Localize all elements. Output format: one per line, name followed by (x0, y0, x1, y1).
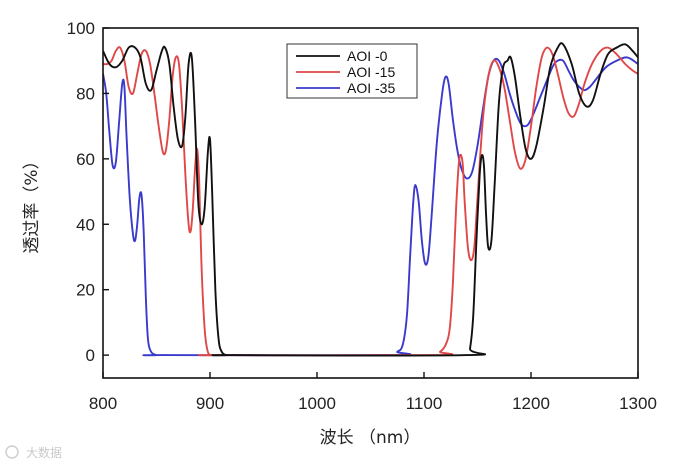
watermark-text: 大数据 (26, 445, 62, 460)
x-axis-title: 波长 （nm） (320, 428, 421, 448)
series-line (103, 42, 638, 357)
x-tick-label: 1000 (298, 394, 336, 413)
x-tick-label: 1300 (619, 394, 657, 413)
plot-frame (102, 27, 639, 379)
axis-ticks: 800 900 1000 1100 1200 1300 0 20 40 60 80 100 (67, 19, 657, 413)
x-tick-label: 900 (196, 394, 224, 413)
y-axis-title: 透过率（%） (22, 152, 42, 253)
series-line (103, 46, 638, 357)
y-tick-label: 80 (76, 84, 95, 103)
legend-label: AOI -15 (347, 64, 395, 80)
series-line (103, 56, 638, 357)
x-tick-label: 800 (89, 394, 117, 413)
y-tick-label: 100 (67, 19, 95, 38)
plot-lines (103, 42, 638, 357)
y-tick-label: 40 (76, 215, 95, 234)
legend-label: AOI -35 (347, 80, 395, 96)
x-tick-label: 1100 (406, 394, 443, 413)
y-tick-label: 20 (76, 281, 95, 300)
x-tick-label: 1200 (512, 394, 550, 413)
legend-label: AOI -0 (347, 48, 388, 64)
watermark: 大数据 (5, 445, 62, 460)
y-tick-label: 0 (86, 346, 95, 365)
watermark-logo-icon (5, 445, 19, 459)
y-tick-label: 60 (76, 150, 95, 169)
legend-box (286, 43, 418, 99)
